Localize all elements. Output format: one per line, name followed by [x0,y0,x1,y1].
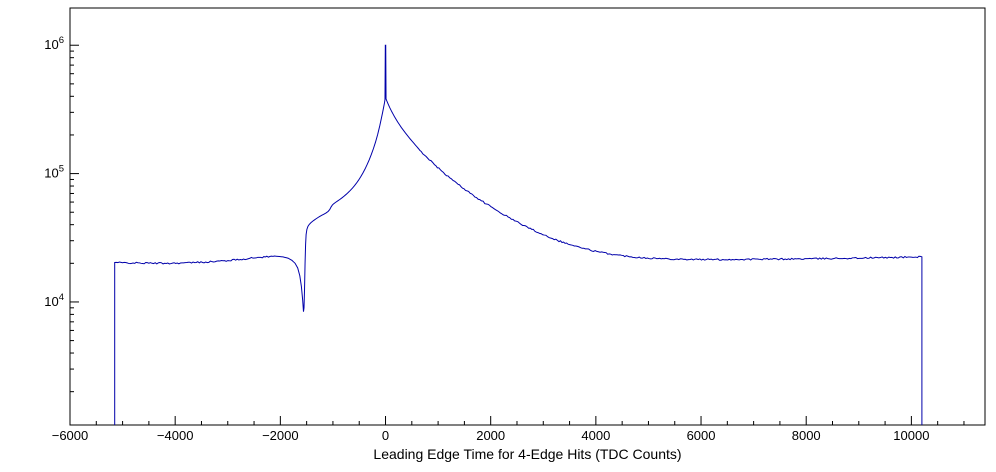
x-tick-label: 2000 [476,428,505,443]
y-tick-label: 105 [44,164,64,181]
x-tick-label: 8000 [792,428,821,443]
x-tick-label: 6000 [687,428,716,443]
x-tick-label: −4000 [157,428,194,443]
x-tick-label: 10000 [893,428,929,443]
x-tick-label: 0 [382,428,389,443]
y-tick-label: 104 [44,292,64,309]
x-axis-title: Leading Edge Time for 4-Edge Hits (TDC C… [373,446,682,462]
x-tick-label: 4000 [581,428,610,443]
y-tick-label: 106 [44,35,64,52]
histogram-line [114,44,923,425]
x-tick-label: −6000 [52,428,89,443]
x-tick-label: −2000 [262,428,299,443]
plot-frame [69,7,986,426]
